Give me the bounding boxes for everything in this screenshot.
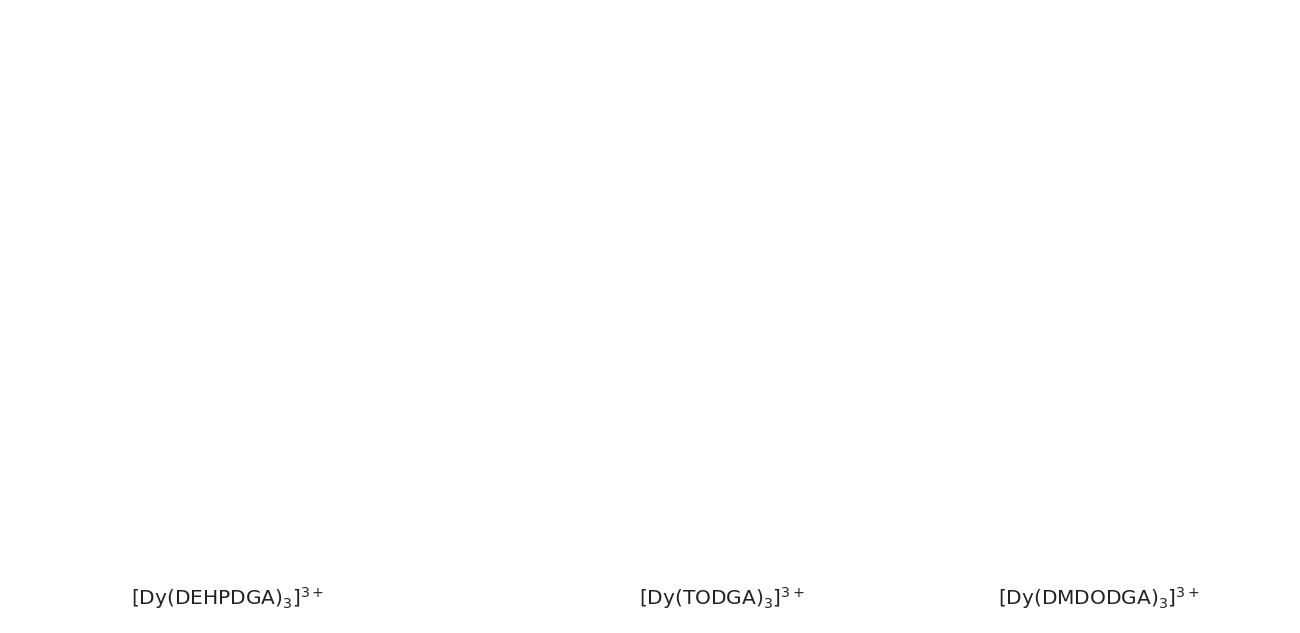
Text: [Dy(TODGA)$_3$]$^{3+}$: [Dy(TODGA)$_3$]$^{3+}$ xyxy=(638,586,805,611)
Text: [Dy(DEHPDGA)$_3$]$^{3+}$: [Dy(DEHPDGA)$_3$]$^{3+}$ xyxy=(131,586,324,611)
Text: [Dy(DMDODGA)$_3$]$^{3+}$: [Dy(DMDODGA)$_3$]$^{3+}$ xyxy=(997,586,1200,611)
